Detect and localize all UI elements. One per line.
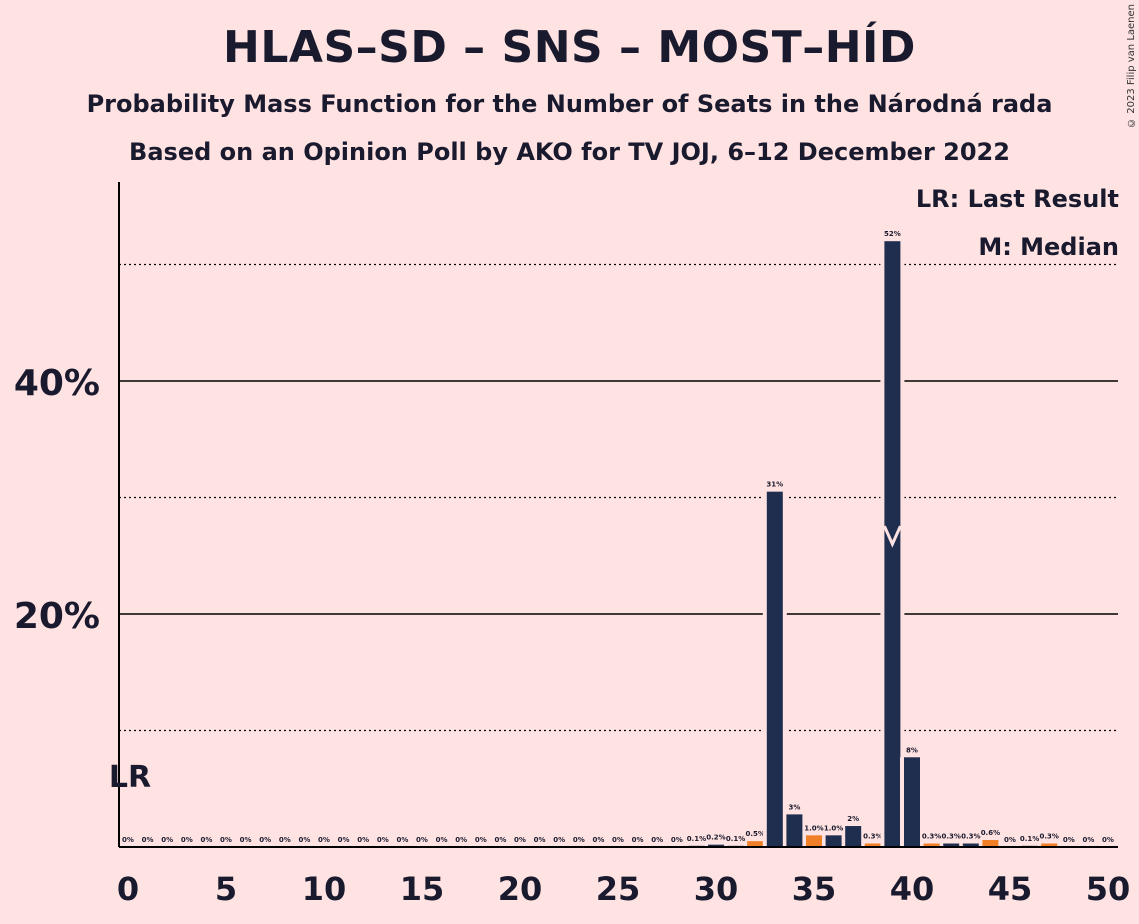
bar-label-37: 2% xyxy=(847,815,859,823)
bar-label-6: 0% xyxy=(240,836,252,844)
bar-label-28: 0% xyxy=(671,836,683,844)
bar-label-25: 0% xyxy=(612,836,624,844)
bar-label-48: 0% xyxy=(1063,836,1075,844)
bar-seat-36 xyxy=(825,835,842,847)
bar-label-24: 0% xyxy=(592,836,604,844)
bar-label-42: 0.3% xyxy=(941,833,960,841)
bar-label-41: 0.3% xyxy=(922,833,941,841)
x-tick-label: 0 xyxy=(117,870,139,908)
last-result-label: LR xyxy=(109,760,151,795)
bar-label-4: 0% xyxy=(200,836,212,844)
bar-label-2: 0% xyxy=(161,836,173,844)
bar-label-19: 0% xyxy=(494,836,506,844)
bar-label-39: 52% xyxy=(884,230,901,238)
x-tick-label: 30 xyxy=(694,870,739,908)
bar-label-23: 0% xyxy=(573,836,585,844)
bar-seat-38 xyxy=(864,843,881,847)
y-tick-label: 40% xyxy=(14,363,100,404)
bar-label-50: 0% xyxy=(1102,836,1114,844)
bar-label-21: 0% xyxy=(534,836,546,844)
bar-label-5: 0% xyxy=(220,836,232,844)
x-tick-label: 20 xyxy=(498,870,543,908)
bar-label-29: 0.1% xyxy=(687,835,706,843)
y-tick-label: 20% xyxy=(14,596,100,637)
bar-label-46: 0.1% xyxy=(1020,835,1039,843)
bar-label-30: 0.2% xyxy=(706,834,725,842)
bar-label-35: 1.0% xyxy=(804,824,823,832)
bar-label-10: 0% xyxy=(318,836,330,844)
bar-seat-33 xyxy=(766,491,783,847)
bar-label-20: 0% xyxy=(514,836,526,844)
bar-label-18: 0% xyxy=(475,836,487,844)
x-tick-label: 25 xyxy=(596,870,641,908)
bar-seat-40 xyxy=(904,757,920,847)
bar-seat-32 xyxy=(747,841,764,847)
bar-label-13: 0% xyxy=(377,836,389,844)
bar-label-9: 0% xyxy=(298,836,310,844)
chart-title: HLAS–SD – SNS – MOST–HÍD xyxy=(223,22,916,73)
bar-seat-30 xyxy=(708,844,724,847)
bar-label-45: 0% xyxy=(1004,836,1016,844)
legend-last-result: LR: Last Result xyxy=(915,185,1119,213)
bar-label-16: 0% xyxy=(436,836,448,844)
bar-seat-35 xyxy=(806,835,822,847)
bar-seat-34 xyxy=(786,814,803,847)
x-tick-label: 35 xyxy=(792,870,837,908)
bar-label-34: 3% xyxy=(788,803,800,811)
x-tick-label: 10 xyxy=(302,870,347,908)
bar-label-43: 0.3% xyxy=(961,833,980,841)
bar-label-15: 0% xyxy=(416,836,428,844)
bar-label-3: 0% xyxy=(181,836,193,844)
bar-label-31: 0.1% xyxy=(726,835,745,843)
bar-label-49: 0% xyxy=(1082,836,1094,844)
bar-label-7: 0% xyxy=(259,836,271,844)
bar-label-47: 0.3% xyxy=(1039,833,1058,841)
legend-median: M: Median xyxy=(978,233,1119,261)
chart-subtitle: Probability Mass Function for the Number… xyxy=(86,90,1053,118)
bar-label-33: 31% xyxy=(766,481,783,489)
median-marker xyxy=(883,525,902,548)
x-tick-label: 40 xyxy=(890,870,935,908)
bar-label-12: 0% xyxy=(357,836,369,844)
bar-label-44: 0.6% xyxy=(981,829,1000,837)
bar-label-36: 1.0% xyxy=(824,824,843,832)
bar-seat-43 xyxy=(962,843,979,847)
x-tick-label: 45 xyxy=(988,870,1033,908)
bar-seat-37 xyxy=(845,826,862,847)
bar-label-27: 0% xyxy=(651,836,663,844)
bar-label-14: 0% xyxy=(396,836,408,844)
bar-label-22: 0% xyxy=(553,836,565,844)
bar-label-32: 0.5% xyxy=(745,830,764,838)
bar-label-8: 0% xyxy=(279,836,291,844)
bar-seat-47 xyxy=(1041,843,1058,847)
bar-seat-44 xyxy=(982,840,999,847)
bar-label-1: 0% xyxy=(142,836,154,844)
x-tick-label: 15 xyxy=(400,870,445,908)
bar-seat-42 xyxy=(943,843,960,847)
bar-seat-41 xyxy=(923,843,940,847)
chart-source: Based on an Opinion Poll by AKO for TV J… xyxy=(129,138,1010,166)
bar-label-40: 8% xyxy=(906,746,918,754)
bar-label-0: 0% xyxy=(122,836,134,844)
bar-label-17: 0% xyxy=(455,836,467,844)
bar-label-26: 0% xyxy=(632,836,644,844)
x-tick-label: 50 xyxy=(1086,870,1131,908)
bar-label-11: 0% xyxy=(338,836,350,844)
x-tick-label: 5 xyxy=(215,870,237,908)
bar-label-38: 0.3% xyxy=(863,833,882,841)
